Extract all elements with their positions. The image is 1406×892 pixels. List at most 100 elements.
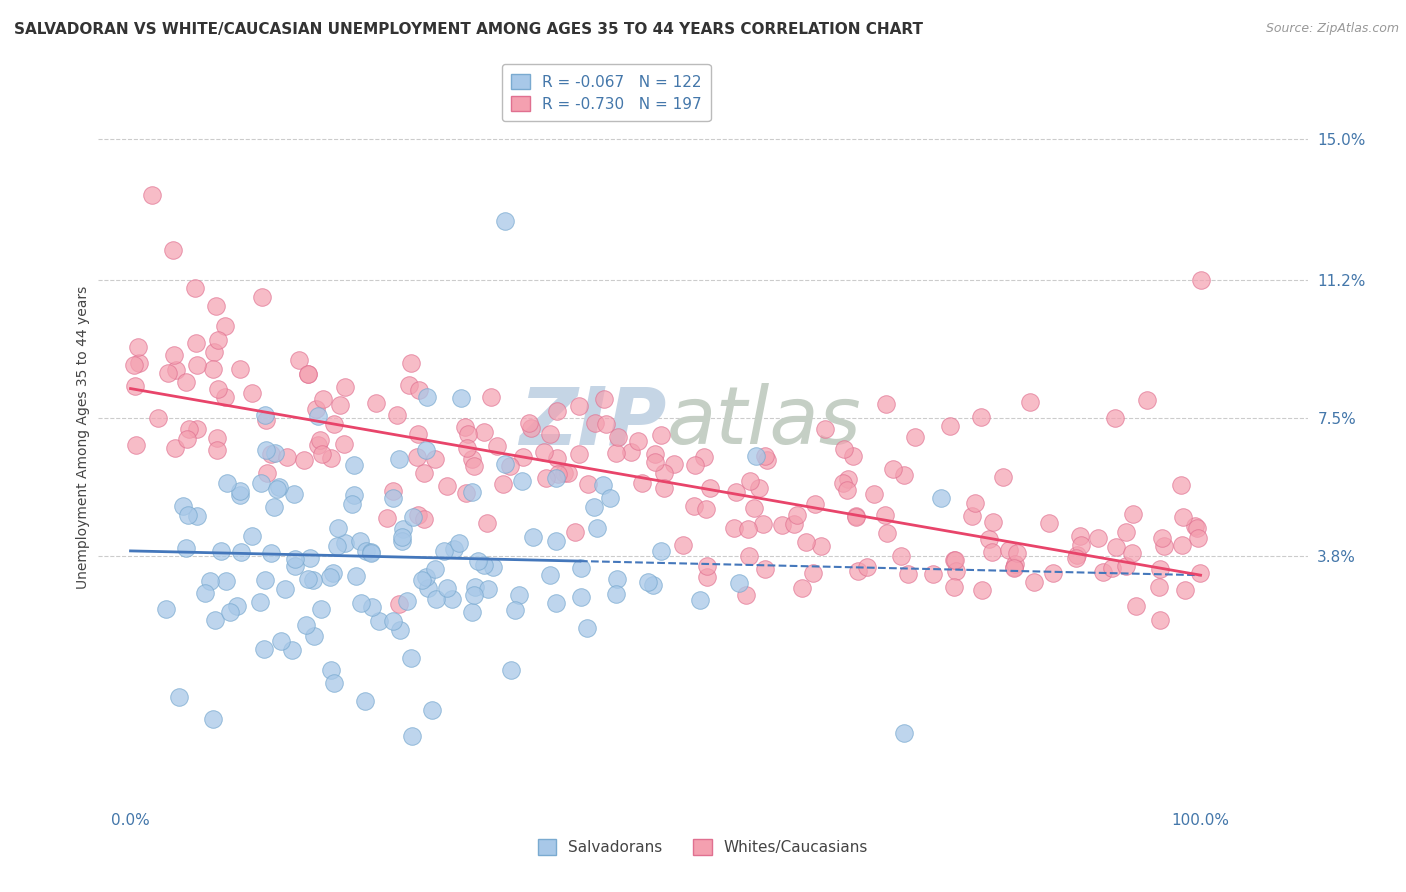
Point [620,444,643,458]
Point [723,521,745,535]
Point [983,515,1005,529]
Point [754,562,776,576]
Point [349,596,371,610]
Point [385,409,408,423]
Point [1173,583,1195,598]
Point [875,508,897,522]
Point [841,449,863,463]
Point [202,345,225,359]
Point [321,663,343,677]
Point [416,581,439,595]
Point [146,411,169,425]
Point [748,481,770,495]
Point [443,542,465,557]
Point [1153,539,1175,553]
Point [544,533,567,548]
Point [322,566,344,580]
Point [876,526,898,541]
Point [1105,540,1128,554]
Point [856,560,879,574]
Point [728,576,751,591]
Point [388,451,411,466]
Point [752,517,775,532]
Point [481,560,503,574]
Point [229,545,252,559]
Point [1171,510,1194,524]
Point [254,413,277,427]
Point [229,483,252,498]
Point [408,383,430,397]
Point [165,363,187,377]
Point [737,522,759,536]
Point [904,430,927,444]
Point [218,605,240,619]
Point [205,442,228,457]
Point [501,663,523,677]
Point [814,422,837,436]
Point [266,483,288,497]
Point [250,476,273,491]
Point [494,213,516,227]
Point [742,501,765,516]
Point [388,623,411,637]
Point [832,442,855,457]
Point [292,452,315,467]
Point [792,581,814,595]
Point [204,613,226,627]
Point [128,356,150,370]
Point [186,336,208,351]
Point [433,544,456,558]
Point [943,553,966,567]
Legend: Salvadorans, Whites/Caucasians: Salvadorans, Whites/Caucasians [531,833,875,861]
Point [571,561,593,575]
Point [810,539,832,553]
Point [547,467,569,482]
Point [486,439,509,453]
Point [875,397,897,411]
Point [1087,531,1109,545]
Point [415,442,437,457]
Point [361,599,384,614]
Point [274,582,297,596]
Point [353,693,375,707]
Point [344,569,367,583]
Point [297,368,319,382]
Point [627,434,650,449]
Point [401,729,423,743]
Point [276,450,298,464]
Point [381,484,404,499]
Point [311,446,333,460]
Point [270,633,292,648]
Point [141,187,163,202]
Point [215,574,238,589]
Point [1136,392,1159,407]
Point [186,509,208,524]
Point [970,583,993,598]
Point [398,377,420,392]
Point [546,596,568,610]
Point [693,450,716,464]
Point [283,487,305,501]
Point [202,712,225,726]
Point [364,396,387,410]
Point [499,458,522,473]
Point [406,508,429,522]
Point [605,446,627,460]
Point [299,551,322,566]
Point [569,590,592,604]
Point [546,451,568,466]
Point [174,541,197,556]
Point [416,390,439,404]
Point [644,455,666,469]
Point [783,516,806,531]
Point [420,703,443,717]
Point [583,500,606,514]
Point [425,591,447,606]
Point [281,642,304,657]
Point [1184,519,1206,533]
Point [454,486,477,500]
Point [260,546,283,560]
Point [1171,538,1194,552]
Point [1115,524,1137,539]
Point [301,573,323,587]
